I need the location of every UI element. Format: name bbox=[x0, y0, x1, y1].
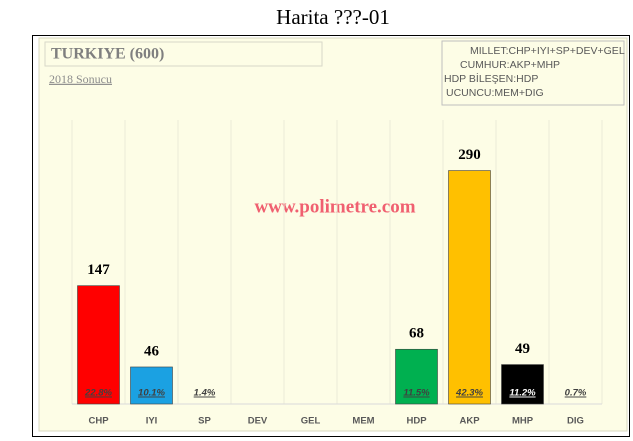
x-tick-label: HDP bbox=[406, 416, 427, 427]
subtitle: TURKIYE (600) bbox=[51, 46, 164, 63]
note: 2018 Sonucu bbox=[49, 72, 112, 86]
subtitle-box bbox=[44, 41, 323, 67]
share-label: 11.5% bbox=[403, 388, 430, 399]
value-label: 46 bbox=[144, 343, 160, 359]
x-tick-label: MEM bbox=[352, 416, 374, 427]
legend-line: HDP BİLEŞEN:HDP bbox=[444, 72, 538, 85]
watermark: www.polimetre.com bbox=[254, 196, 415, 217]
bar bbox=[77, 285, 120, 405]
legend-line: MILLET:CHP+IYI+SP+DEV+GEL bbox=[470, 45, 625, 57]
legend-line: CUMHUR:AKP+MHP bbox=[460, 59, 560, 71]
bar bbox=[130, 366, 173, 405]
legend-line: UCUNCU:MEM+DIG bbox=[446, 87, 544, 99]
share-label: 11.2% bbox=[509, 388, 536, 399]
x-tick-label: MHP bbox=[512, 416, 534, 427]
value-label: 49 bbox=[515, 341, 530, 357]
x-tick-label: CHP bbox=[88, 416, 109, 427]
value-label: 290 bbox=[458, 147, 481, 163]
x-tick-label: SP bbox=[198, 416, 211, 427]
value-label: 68 bbox=[409, 326, 424, 342]
bar bbox=[448, 170, 491, 405]
share-label: 1.4% bbox=[194, 388, 216, 399]
bar bbox=[395, 348, 438, 405]
value-label: 147 bbox=[87, 262, 110, 278]
x-tick-label: IYI bbox=[146, 416, 158, 427]
share-label: 10.1% bbox=[138, 388, 165, 399]
x-tick-label: AKP bbox=[459, 416, 480, 427]
legend-box bbox=[441, 40, 625, 106]
share-label: 0.7% bbox=[565, 388, 587, 399]
bar bbox=[501, 364, 544, 405]
chart-title: Harita ???-01 bbox=[276, 5, 390, 29]
x-tick-label: DEV bbox=[248, 416, 268, 427]
share-label: 22.8% bbox=[84, 388, 112, 399]
x-tick-label: GEL bbox=[301, 416, 321, 427]
share-label: 42.3% bbox=[455, 388, 483, 399]
x-tick-label: DIG bbox=[567, 416, 584, 427]
